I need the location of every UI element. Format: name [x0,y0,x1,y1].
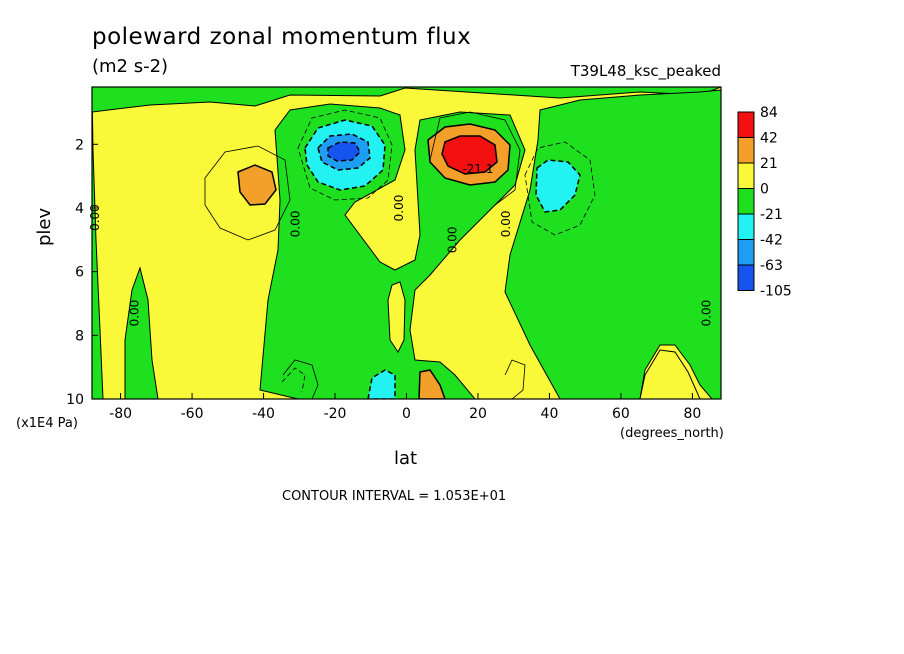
x-axis-label: lat [394,448,418,469]
colorbar-swatch [737,264,755,291]
colorbar: 84 42 21 0 -21 -42 -63 -105 [737,105,792,300]
x-tick-label: -40 [252,406,275,422]
region-south-lowlevel-negative [124,266,159,399]
chart-title: poleward zonal momentum flux [92,24,472,50]
contour-label: -21.1 [462,162,493,176]
y-scale-note: (x1E4 Pa) [16,416,78,431]
y-axis-ticks: 2 4 6 8 10 [66,137,98,408]
contour-interval: CONTOUR INTERVAL = 1.053E+01 [282,489,507,504]
contour-label: 0.00 [88,204,102,231]
x-tick-label: 20 [469,406,487,422]
run-label: T39L48_ksc_peaked [570,62,721,80]
colorbar-label: -42 [760,233,783,249]
colorbar-label: -105 [760,284,792,300]
colorbar-label: 84 [760,105,778,121]
contour-label: 0.00 [288,211,302,238]
colorbar-swatch [737,137,755,164]
region-south-negative-core [327,141,361,162]
colorbar-label: -21 [760,207,783,223]
colorbar-label: 21 [760,156,778,172]
colorbar-swatch [737,213,755,240]
thin-contours [204,111,526,399]
contour-label: 0.00 [446,226,460,253]
y-tick-label: 4 [75,201,84,217]
contour-labels: 0.00 0.00 0.00 0.00 0.00 0.00 0.00 -21.1 [88,162,713,326]
contour-field [92,87,721,399]
x-tick-label: -60 [181,406,204,422]
x-axis-ticks: -80 -60 -40 -20 0 20 40 60 80 [109,393,701,422]
colorbar-swatch [737,111,755,138]
contour-label: 0.00 [127,300,141,327]
x-tick-label: 60 [612,406,630,422]
y-tick-label: 8 [75,328,84,344]
x-tick-label: 40 [541,406,559,422]
contour-label: 0.00 [699,300,713,327]
x-axis-units: (degrees_north) [620,426,724,441]
colorbar-swatch [737,188,755,215]
y-tick-label: 6 [75,265,84,281]
colorbar-label: 42 [760,131,778,147]
colorbar-label: 0 [760,182,769,198]
x-tick-label: -80 [109,406,132,422]
chart-units: (m2 s-2) [92,56,169,77]
x-tick-label: 0 [402,406,411,422]
region-near-surface-min [367,369,396,399]
y-tick-label: 2 [75,137,84,153]
region-north-subtropical-min [535,159,581,213]
colorbar-swatch [737,239,755,266]
x-tick-label: 80 [683,406,701,422]
colorbar-swatch [737,162,755,189]
region-equatorial-positive-lens [387,281,406,353]
region-south-polar-negative [92,87,104,399]
x-tick-label: -20 [324,406,347,422]
region-near-surface-max [418,369,446,399]
dashed-contours [281,109,596,393]
region-north-positive-core [441,135,498,175]
contour-label: 0.00 [392,195,406,222]
y-tick-label: 10 [66,392,84,408]
region-south-subtropical-max [237,164,277,206]
colorbar-label: -63 [760,258,783,274]
region-low-positive [639,349,701,399]
contour-label: 0.00 [499,211,513,238]
